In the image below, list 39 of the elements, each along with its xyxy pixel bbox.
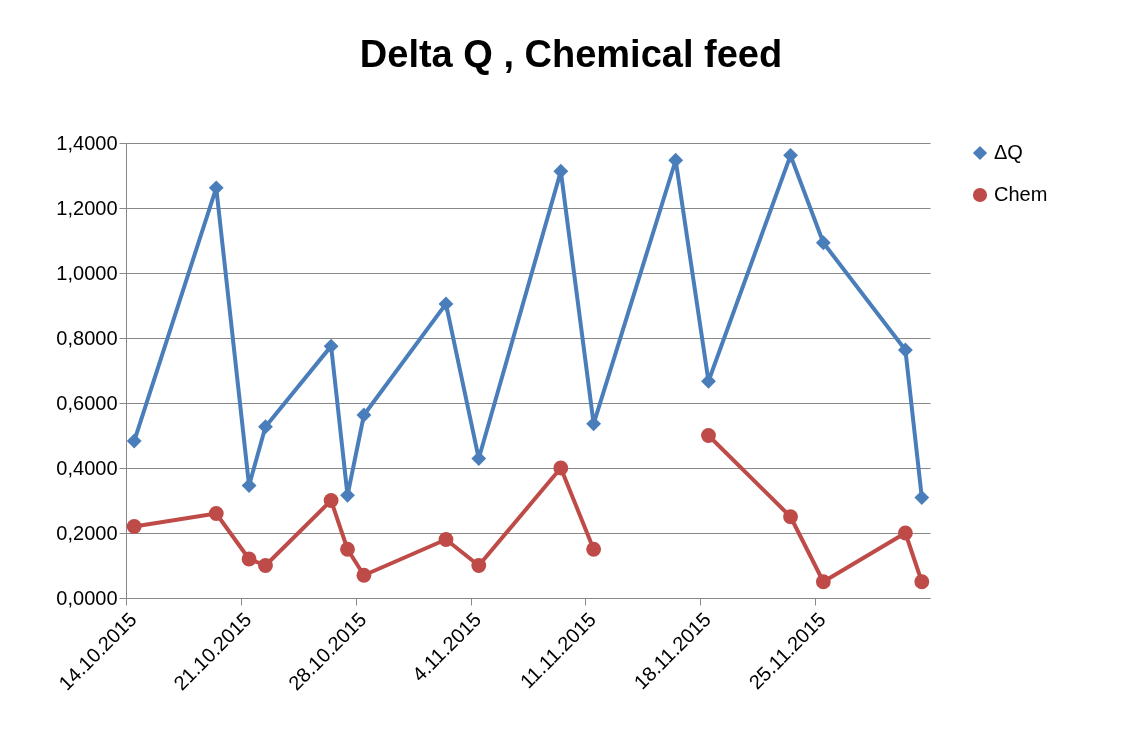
point [258,419,273,435]
point [126,433,142,449]
point [783,509,798,525]
point [323,338,339,354]
point [914,574,930,590]
point [241,551,257,567]
y-tick-label: 0,6000 [56,391,118,414]
y-tick-label: 0,8000 [56,326,118,349]
point [553,163,569,179]
y-tick-label: 0,4000 [56,456,118,479]
point [356,407,372,423]
point [438,296,454,312]
point [815,235,831,251]
legend-label: Chem [994,183,1048,205]
point [340,541,355,557]
y-tick-label: 1,0000 [56,261,118,284]
point [586,541,602,557]
point [553,460,569,476]
y-tick-label: 1,2000 [56,196,118,219]
point [241,478,257,493]
y-tick-label: 0,0000 [56,586,118,609]
y-tick-label: 0,2000 [56,521,118,544]
y-tick-label: 1,4000 [56,131,118,154]
point [471,558,487,573]
point [438,532,454,547]
point [356,567,372,583]
point [258,558,273,573]
chart-title: Delta Q , Chemical feed [359,33,783,75]
point [897,342,913,358]
point [701,428,716,443]
point [914,490,930,505]
point [783,147,798,163]
legend-label: ΔQ [994,141,1023,163]
point [815,574,831,590]
point [668,152,684,168]
point [208,506,224,521]
point [323,493,339,508]
point [897,525,913,541]
point [126,519,142,534]
